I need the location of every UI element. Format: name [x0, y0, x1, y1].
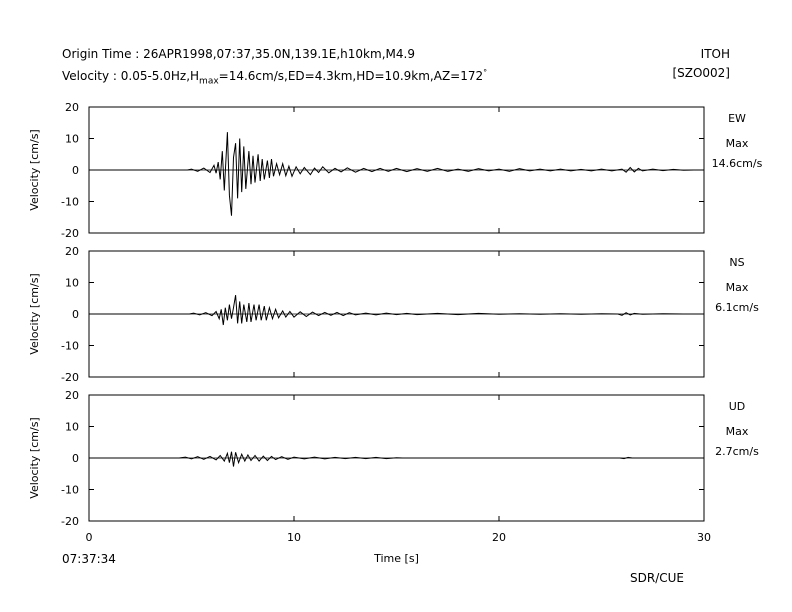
y-tick-label: 0	[72, 452, 79, 465]
x-tick-label: 30	[697, 531, 711, 544]
component-label: NS	[729, 256, 744, 269]
y-tick-label: -10	[61, 484, 79, 497]
station-code: [SZO002]	[672, 66, 730, 80]
y-axis-label: Velocity [cm/s]	[28, 273, 41, 354]
start-time-label: 07:37:34	[62, 552, 116, 566]
credit-label: SDR/CUE	[630, 571, 684, 585]
velocity-info-line: Velocity : 0.05-5.0Hz,Hmax=14.6cm/s,ED=4…	[62, 66, 487, 88]
origin-time-text: Origin Time : 26APR1998,07:37,35.0N,139.…	[62, 47, 415, 61]
y-tick-label: 10	[65, 421, 79, 434]
trace-ew	[89, 132, 704, 216]
panel-ns: 20 10 0 -10 -20 Velocity [cm/s] NS Max 6.1cm/s	[28, 245, 759, 384]
y-tick-label: 0	[72, 308, 79, 321]
max-value: 6.1cm/s	[715, 301, 759, 314]
panel-ew: 20 10 0 -10 -20 Velocity [cm/s] EW Max 14.6cm/s	[28, 101, 763, 240]
y-tick-label: 20	[65, 101, 79, 114]
velocity-sub: max	[199, 76, 219, 87]
x-axis-label: Time [s]	[373, 552, 419, 565]
y-tick-label: -10	[61, 340, 79, 353]
max-label: Max	[726, 281, 749, 294]
trace-ud	[89, 451, 704, 467]
y-tick-label: -10	[61, 196, 79, 209]
y-tick-label: 0	[72, 164, 79, 177]
y-axis-label: Velocity [cm/s]	[28, 129, 41, 210]
x-tick-label: 0	[86, 531, 93, 544]
y-tick-label: -20	[61, 515, 79, 528]
y-tick-label: 10	[65, 133, 79, 146]
y-tick-label: -20	[61, 371, 79, 384]
max-value: 2.7cm/s	[715, 445, 759, 458]
component-label: EW	[728, 112, 746, 125]
velocity-rest: =14.6cm/s,ED=4.3km,HD=10.9km,AZ=172	[218, 69, 484, 83]
y-tick-label: 20	[65, 245, 79, 258]
velocity-prefix: Velocity : 0.05-5.0Hz,H	[62, 69, 200, 83]
station-name: ITOH	[700, 47, 730, 61]
y-tick-label: 10	[65, 277, 79, 290]
y-tick-label: 20	[65, 389, 79, 402]
trace-ns	[89, 295, 704, 326]
x-tick-label: 20	[492, 531, 506, 544]
max-label: Max	[726, 137, 749, 150]
velocity-sup: °	[483, 68, 488, 77]
max-label: Max	[726, 425, 749, 438]
panel-ud: 20 10 0 -10 -20 Velocity [cm/s] UD Max 2.7cm/s	[28, 389, 759, 528]
x-tick-label: 10	[287, 531, 301, 544]
component-label: UD	[729, 400, 746, 413]
y-tick-label: -20	[61, 227, 79, 240]
origin-time-line: Origin Time : 26APR1998,07:37,35.0N,139.…	[62, 47, 415, 61]
y-axis-label: Velocity [cm/s]	[28, 417, 41, 498]
max-value: 14.6cm/s	[712, 157, 763, 170]
